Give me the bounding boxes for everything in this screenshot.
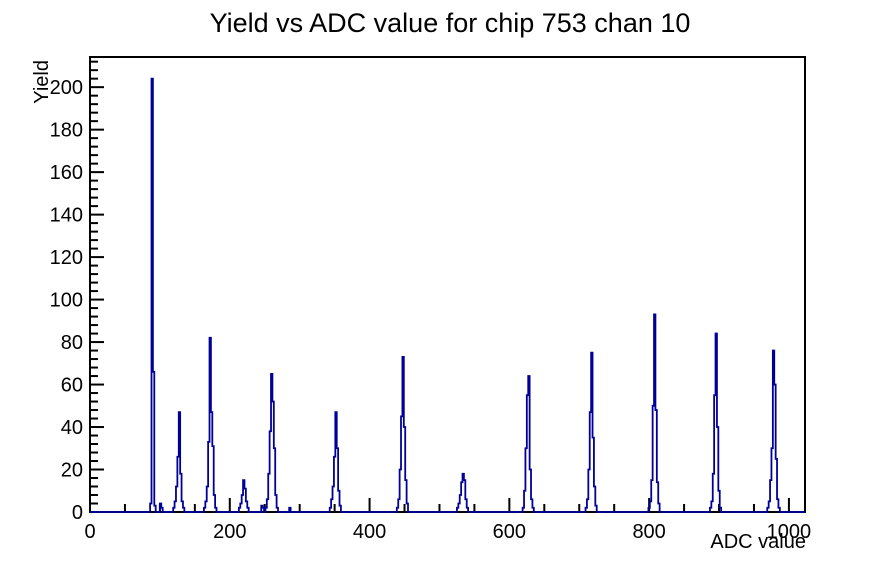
y-tick-label: 120 [50, 247, 83, 269]
y-tick-label: 140 [50, 205, 83, 227]
y-tick-label: 0 [72, 502, 83, 524]
y-tick-label: 80 [61, 332, 83, 354]
x-tick-label: 400 [353, 521, 386, 543]
y-tick-label: 20 [61, 460, 83, 482]
y-tick-label: 60 [61, 375, 83, 397]
chart-title: Yield vs ADC value for chip 753 chan 10 [210, 8, 691, 38]
y-tick-label: 180 [50, 120, 83, 142]
histogram-line [90, 77, 805, 513]
y-tick-label: 100 [50, 290, 83, 312]
y-tick-label: 40 [61, 417, 83, 439]
x-tick-label: 600 [493, 521, 526, 543]
y-tick-label: 200 [50, 77, 83, 99]
x-tick-label: 1000 [767, 521, 812, 543]
y-axis-title: Yield [31, 60, 53, 104]
x-axis-title: ADC value [710, 531, 806, 553]
x-tick-label: 800 [632, 521, 665, 543]
x-tick-label: 200 [213, 521, 246, 543]
y-tick-label: 160 [50, 162, 83, 184]
plot-content: 0 200 400 600 800 1000 0 20 40 60 80 100 120 140 160 18… [50, 56, 812, 543]
plot-frame [89, 56, 806, 513]
x-tick-label: 0 [84, 521, 95, 543]
